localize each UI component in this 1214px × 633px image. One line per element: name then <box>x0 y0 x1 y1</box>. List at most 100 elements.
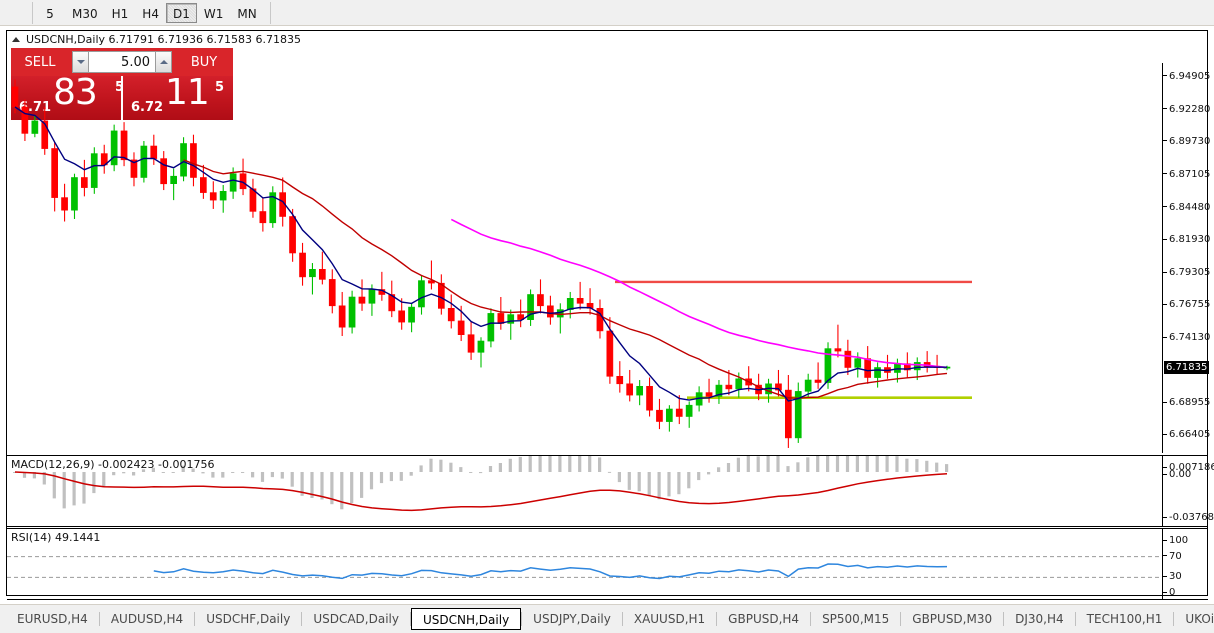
chart-tab-gbpusd-h4[interactable]: GBPUSD,H4 <box>728 612 800 626</box>
macd-histogram-bar <box>241 472 245 473</box>
macd-histogram-bar <box>895 456 899 472</box>
macd-histogram-bar <box>726 463 731 472</box>
timeframe-button-m30[interactable]: M30 <box>72 6 98 21</box>
macd-histogram-bar <box>826 456 830 472</box>
volume-input[interactable]: 5.00 <box>89 51 155 73</box>
macd-histogram-bar <box>835 456 840 472</box>
macd-histogram-bar <box>102 472 106 488</box>
chart-tab-sp500-m15[interactable]: SP500,M15 <box>822 612 890 626</box>
candle-body <box>646 385 653 411</box>
macd-histogram-bar <box>925 460 929 472</box>
macd-histogram-bar <box>310 472 314 498</box>
macd-histogram-bar <box>736 457 740 472</box>
macd-histogram-bar <box>578 456 582 472</box>
chart-tab-dj30-h4[interactable]: DJ30,H4 <box>1015 612 1064 626</box>
macd-histogram-bar <box>439 459 443 472</box>
macd-tick-label: 0.00 <box>1163 469 1191 480</box>
buy-price-quote[interactable]: 6.72 11 5 <box>123 76 233 120</box>
chart-tab-usdchf-daily[interactable]: USDCHF,Daily <box>206 612 291 626</box>
macd-histogram-bar <box>161 472 165 473</box>
chart-title-text: USDCNH,Daily 6.71791 6.71936 6.71583 6.7… <box>26 33 301 46</box>
sell-price-quote[interactable]: 6.71 83 5 <box>11 76 121 120</box>
macd-histogram-bar <box>875 456 879 472</box>
price-chart-pane[interactable] <box>7 63 1162 453</box>
candle-body <box>834 348 842 352</box>
volume-decrease-button[interactable] <box>72 51 89 73</box>
macd-histogram-bar <box>786 466 790 472</box>
macd-histogram-bar <box>945 464 949 472</box>
chart-tab-xauusd-h1[interactable]: XAUUSD,H1 <box>633 612 706 626</box>
candle-body <box>913 362 921 371</box>
candle-body <box>11 86 19 108</box>
price-tick-label: 6.89730 <box>1163 136 1210 147</box>
price-tick-label: 6.84480 <box>1163 202 1210 213</box>
macd-histogram-bar <box>409 472 413 476</box>
candle-body <box>854 358 862 368</box>
candle-body <box>289 216 296 254</box>
chart-tab-gbpusd-m30[interactable]: GBPUSD,M30 <box>912 612 993 626</box>
rsi-tick-label: 0 <box>1163 587 1175 598</box>
candle-body <box>408 306 415 323</box>
candle-body <box>656 409 663 422</box>
macd-histogram-bar <box>260 472 265 482</box>
chart-tab-usdcad-daily[interactable]: USDCAD,Daily <box>313 612 399 626</box>
timeframe-button-h4[interactable]: H4 <box>142 6 159 21</box>
rsi-pane[interactable]: RSI(14) 49.1441 <box>7 528 1162 599</box>
macd-histogram-bar <box>627 472 631 490</box>
chart-tab-eurusd-h4[interactable]: EURUSD,H4 <box>17 612 88 626</box>
candle-body <box>735 378 743 390</box>
chart-tab-audusd-h4[interactable]: AUDUSD,H4 <box>110 612 184 626</box>
timeframe-button-d1[interactable]: D1 <box>165 2 197 23</box>
macd-histogram-bar <box>548 456 552 472</box>
macd-histogram-bar <box>201 472 205 474</box>
macd-histogram-bar <box>717 467 721 472</box>
volume-increase-button[interactable] <box>155 51 172 73</box>
macd-histogram-bar <box>13 472 17 473</box>
timeframe-button-mn[interactable]: MN <box>237 6 257 21</box>
candle-body <box>636 385 643 396</box>
price-scale[interactable]: 6.94905 6.92280 6.89730 6.87105 6.84480 6.819… <box>1162 63 1210 453</box>
candle-body <box>61 197 68 211</box>
candle-body <box>160 158 168 185</box>
quote-row: 6.71 83 5 6.72 11 5 <box>11 76 233 120</box>
macd-histogram-bar <box>687 472 691 489</box>
timeframe-button-w1[interactable]: W1 <box>203 6 224 21</box>
macd-histogram-bar <box>459 467 463 472</box>
macd-signal-line <box>14 471 948 512</box>
tab-divider <box>900 612 902 626</box>
collapse-triangle-icon[interactable] <box>12 37 20 42</box>
candle-body <box>130 159 138 178</box>
chart-window[interactable]: USDCNH,Daily 6.71791 6.71936 6.71583 6.7… <box>6 30 1214 628</box>
macd-histogram-bar <box>171 472 175 473</box>
buy-price-big: 11 <box>165 76 210 113</box>
chart-tab-ukoil-h[interactable]: UKOil,H <box>1185 612 1214 626</box>
macd-pane[interactable]: MACD(12,26,9) -0.002423 -0.001756 <box>7 455 1162 527</box>
candle-body <box>576 298 584 304</box>
chart-tab-usdcnh-daily[interactable]: USDCNH,Daily <box>410 608 522 630</box>
candle-body <box>457 320 465 335</box>
tab-divider <box>810 612 812 626</box>
timeframe-button-h1[interactable]: H1 <box>111 6 129 21</box>
macd-histogram-bar <box>340 472 344 510</box>
candle-body <box>368 289 376 304</box>
timeframe-button-5[interactable]: 5 <box>46 6 54 21</box>
sell-price-sup: 5 <box>115 80 121 95</box>
macd-histogram-bar <box>637 472 641 492</box>
price-tick-label: 6.79305 <box>1163 267 1210 278</box>
sell-button[interactable]: SELL <box>11 48 69 76</box>
macd-histogram-bar <box>756 456 760 472</box>
one-click-trading-panel[interactable]: SELL 5.00 BUY 6.71 83 5 6.72 11 5 <box>11 48 233 120</box>
toolbar-divider <box>32 1 33 24</box>
buy-button[interactable]: BUY <box>175 48 233 76</box>
tab-divider <box>98 612 100 626</box>
candle-body <box>269 192 277 224</box>
macd-histogram-bar <box>122 472 126 474</box>
price-tick-label: 6.74130 <box>1163 332 1210 343</box>
macd-histogram-bar <box>251 472 255 478</box>
candle-body <box>487 313 495 342</box>
candle-body <box>200 177 207 193</box>
chart-tab-usdjpy-daily[interactable]: USDJPY,Daily <box>533 612 611 626</box>
tab-divider <box>621 612 623 626</box>
macd-histogram-bar <box>677 472 681 495</box>
chart-tab-tech100-h1[interactable]: TECH100,H1 <box>1086 612 1163 626</box>
